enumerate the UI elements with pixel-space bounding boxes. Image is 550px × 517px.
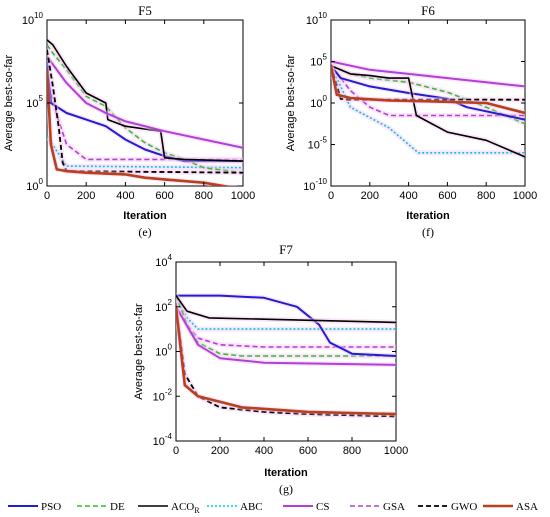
x-tick-label: 0 xyxy=(173,445,179,457)
legend-label: GSA xyxy=(383,501,405,513)
legend-label: GWO xyxy=(451,501,477,513)
series-line-acor xyxy=(176,295,396,324)
legend-item-cs: CS xyxy=(283,501,329,513)
legend-item-asa: ASA xyxy=(483,501,538,513)
legend-item-abc: ABC xyxy=(207,501,263,513)
legend-label: ABC xyxy=(240,501,263,513)
x-tick-label: 800 xyxy=(195,190,213,202)
y-tick-label: 105 xyxy=(26,94,43,110)
y-tick-label: 100 xyxy=(310,94,327,110)
legend-label: ACOR xyxy=(171,501,200,515)
x-axis-label: Iteration xyxy=(123,210,167,222)
series-line-asa xyxy=(176,306,396,416)
y-tick-label: 10-2 xyxy=(153,387,173,403)
y-axis-label: Average best-so-far xyxy=(3,54,15,151)
y-tick-label: 10-10 xyxy=(303,177,327,193)
y-tick-label: 1010 xyxy=(306,11,328,27)
x-tick-label: 800 xyxy=(477,190,495,202)
x-tick-label: 0 xyxy=(328,190,334,202)
chart-title: F5 xyxy=(138,3,152,18)
y-tick-label: 10-5 xyxy=(308,136,328,152)
legend-item-pso: PSO xyxy=(8,501,61,513)
series-line-de xyxy=(331,64,525,125)
series-line-gwo xyxy=(47,49,243,174)
x-tick-label: 200 xyxy=(77,190,95,202)
x-tick-label: 800 xyxy=(343,445,361,457)
series-line-abc xyxy=(331,65,525,154)
panel-caption: (f) xyxy=(422,225,434,239)
series-line-pso xyxy=(176,294,396,357)
y-tick-label: 1010 xyxy=(22,11,44,27)
series-line-abc xyxy=(176,295,396,330)
series-line-de xyxy=(176,295,396,357)
y-axis-label: Average best-so-far xyxy=(133,303,145,400)
series-line-cs xyxy=(176,306,396,366)
series-line-acor xyxy=(331,64,525,158)
chart-panel-f: 0 200 400 600 800 1000 10-10 10-5 100 105 1010 F6 It… xyxy=(285,3,537,239)
x-tick-label: 1000 xyxy=(231,190,255,202)
series-line-acor xyxy=(47,39,243,162)
x-tick-label: 400 xyxy=(255,445,273,457)
chart-panel-e: 0 200 400 600 800 1000 100 105 1010 F5 Iteration Av… xyxy=(3,3,255,239)
x-tick-label: 200 xyxy=(211,445,229,457)
series-line-gwo xyxy=(331,65,525,101)
y-tick-label: 10-4 xyxy=(153,432,173,448)
x-tick-label: 0 xyxy=(44,190,50,202)
x-axis-label: Iteration xyxy=(406,210,450,222)
legend-label: PSO xyxy=(41,501,61,513)
x-tick-label: 200 xyxy=(361,190,379,202)
series-line-pso xyxy=(331,65,525,121)
y-tick-label: 104 xyxy=(155,253,172,269)
legend-label: ASA xyxy=(516,501,538,513)
legend-item-de: DE xyxy=(77,501,125,513)
x-tick-label: 600 xyxy=(299,445,317,457)
legend-item-gsa: GSA xyxy=(350,501,405,513)
series-line-cs xyxy=(331,60,525,88)
y-tick-label: 100 xyxy=(155,343,172,359)
series-line-asa xyxy=(331,65,525,115)
series-line-asa xyxy=(47,69,232,186)
y-tick-label: 100 xyxy=(26,177,43,193)
series-line-de xyxy=(47,44,243,174)
x-tick-label: 1000 xyxy=(384,445,408,457)
legend-label: DE xyxy=(110,501,125,513)
legend-item-gwo: GWO xyxy=(418,501,477,513)
x-tick-label: 600 xyxy=(155,190,173,202)
plot-frame xyxy=(46,19,244,187)
x-axis-label: Iteration xyxy=(264,467,308,479)
series-line-gsa xyxy=(47,77,243,161)
plot-frame xyxy=(330,19,526,187)
x-tick-label: 400 xyxy=(399,190,417,202)
legend-label: CS xyxy=(316,501,329,513)
x-tick-label: 1000 xyxy=(513,190,537,202)
y-tick-label: 105 xyxy=(310,53,327,69)
series-line-abc xyxy=(47,135,243,169)
series-line-cs xyxy=(47,55,243,149)
legend: PSO DE ACOR ABC CS GSA GWO ASA xyxy=(8,501,538,515)
chart-title: F6 xyxy=(421,3,435,18)
series-line-pso xyxy=(47,61,243,163)
panel-caption: (e) xyxy=(138,225,151,239)
y-tick-label: 102 xyxy=(155,298,172,314)
x-tick-label: 400 xyxy=(116,190,134,202)
x-tick-label: 600 xyxy=(438,190,456,202)
legend-item-acor: ACOR xyxy=(138,501,200,515)
chart-panel-g: 0 200 400 600 800 1000 10-4 10-2 100 102 104 F7 Iter… xyxy=(133,242,408,496)
panel-caption: (g) xyxy=(279,482,293,496)
y-axis-label: Average best-so-far xyxy=(285,54,297,151)
chart-title: F7 xyxy=(279,242,293,257)
